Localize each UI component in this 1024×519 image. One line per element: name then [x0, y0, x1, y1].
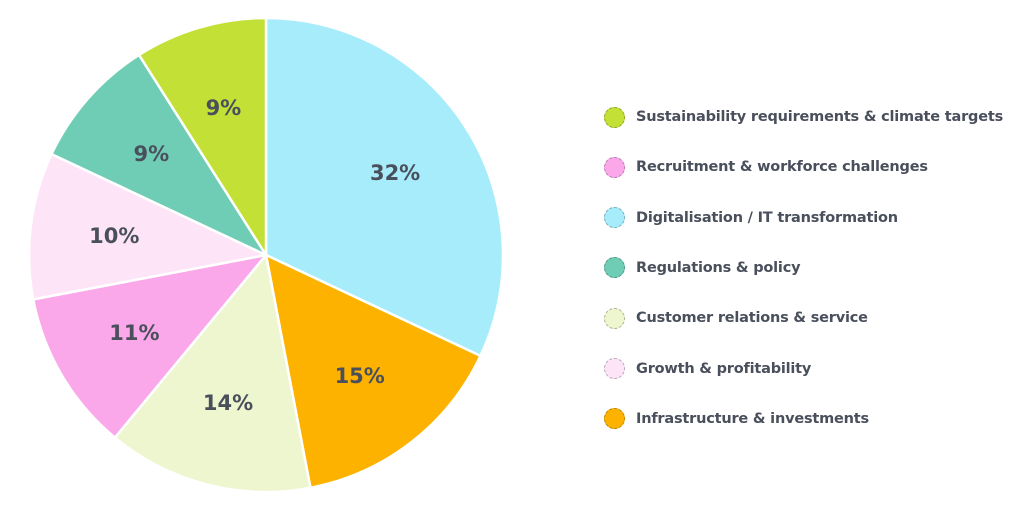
legend-swatch — [604, 156, 625, 178]
legend-swatch — [604, 408, 625, 430]
legend-item: Regulations & policy — [604, 255, 801, 281]
legend-item: Sustainability requirements & climate ta… — [604, 104, 1003, 130]
pie-chart: 32% 15% 14% 11% 10% 9% 9% — [27, 16, 505, 494]
legend-item: Digitalisation / IT transformation — [604, 205, 898, 231]
slice-value-label: 32% — [370, 161, 420, 185]
pie-slice — [137, 16, 268, 257]
pie-slice — [113, 253, 312, 494]
legend-label: Customer relations & service — [636, 310, 868, 327]
legend-label: Growth & profitability — [636, 360, 812, 377]
slice-value-label: 15% — [335, 364, 385, 388]
legend-label: Digitalisation / IT transformation — [636, 209, 898, 226]
legend-item: Growth & profitability — [604, 356, 811, 382]
legend-label: Sustainability requirements & climate ta… — [636, 109, 1004, 125]
pie-slice — [264, 16, 505, 358]
legend-label: Recruitment & workforce challenges — [636, 159, 928, 176]
legend-swatch — [604, 207, 625, 229]
slice-value-label: 9% — [206, 96, 242, 120]
slice-value-label: 10% — [89, 224, 139, 248]
legend-swatch — [604, 358, 625, 379]
legend-label: Infrastructure & investments — [636, 410, 869, 427]
legend-swatch — [604, 257, 625, 279]
slice-value-label: 9% — [133, 142, 169, 166]
pie-slice — [31, 253, 268, 439]
slice-value-label: 14% — [203, 391, 253, 415]
legend-item: Infrastructure & investments — [604, 406, 869, 432]
legend-item: Customer relations & service — [604, 305, 868, 331]
legend-item: Recruitment & workforce challenges — [604, 154, 928, 180]
slice-value-label: 11% — [109, 321, 159, 345]
pie-slice — [50, 53, 268, 257]
pie-chart-svg: 32% 15% 14% 11% 10% 9% 9% — [27, 16, 505, 494]
legend-label: Regulations & policy — [636, 259, 801, 276]
legend-swatch — [604, 307, 625, 329]
legend-swatch — [604, 106, 625, 128]
pie-slice — [264, 253, 482, 490]
pie-slice — [27, 152, 268, 301]
